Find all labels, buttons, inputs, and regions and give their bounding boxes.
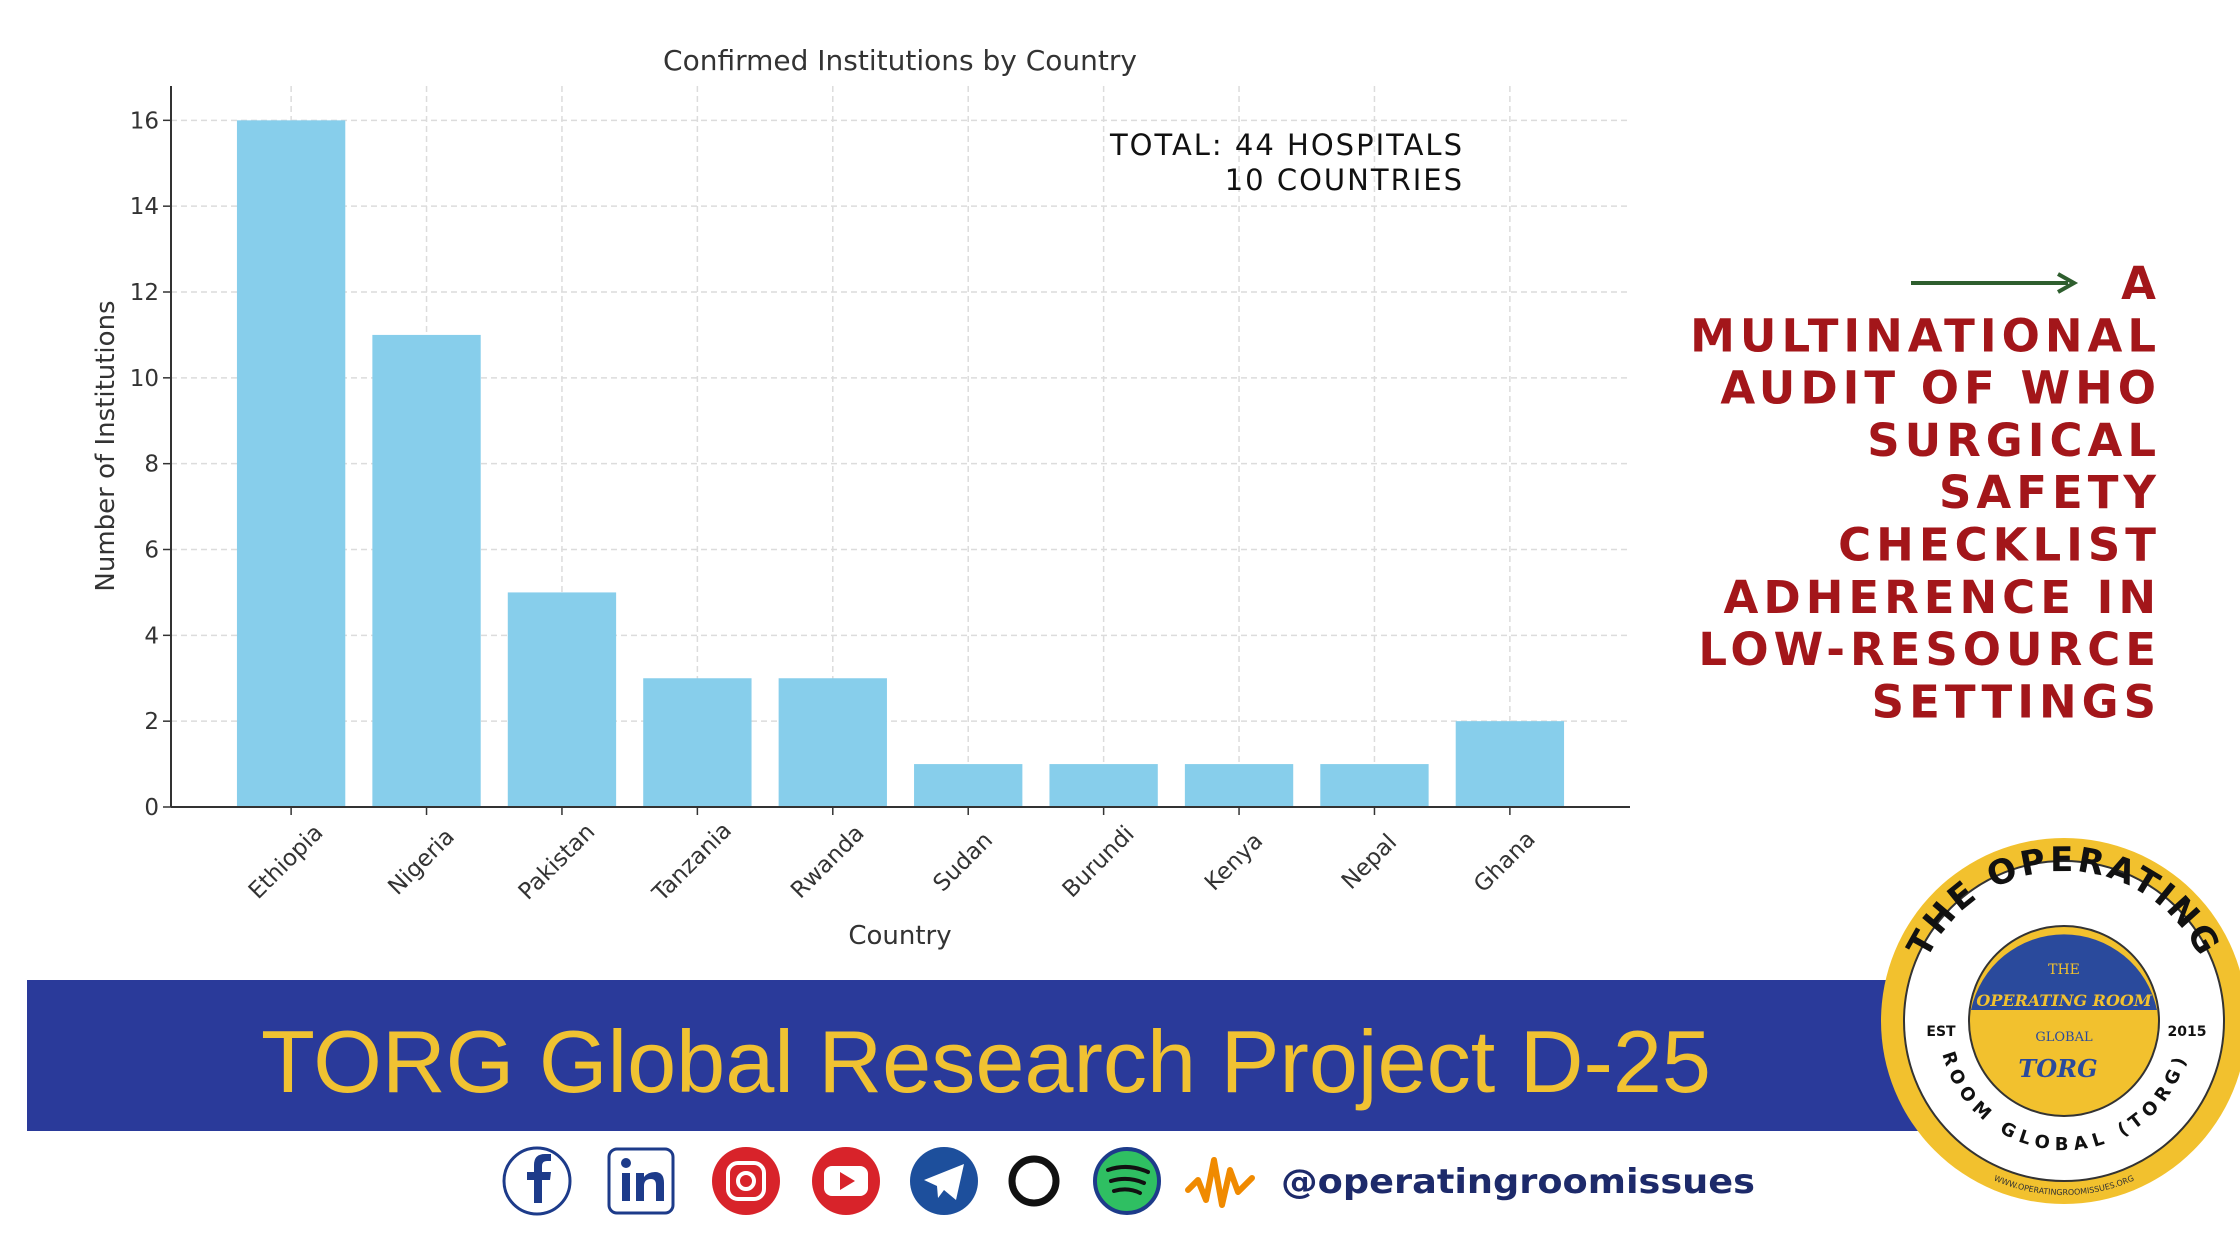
logo-est: EST bbox=[1926, 1024, 1956, 1040]
y-tick-label: 6 bbox=[144, 538, 159, 564]
y-tick-label: 16 bbox=[130, 108, 159, 134]
headline-line: SURGICAL bbox=[1867, 414, 2161, 467]
linkedin-dot bbox=[621, 1158, 631, 1168]
y-tick-label: 14 bbox=[130, 194, 159, 220]
social-handle: @operatingroomissues bbox=[1281, 1162, 1755, 1202]
headline-line: A bbox=[2121, 257, 2161, 310]
logo-inner-top bbox=[1971, 934, 2157, 1010]
bar bbox=[507, 592, 617, 807]
x-axis-label: Country bbox=[848, 921, 951, 951]
logo: THE OPERATING ROOM GLOBAL (TORG) WWW.OPE… bbox=[1881, 838, 2240, 1204]
facebook-glyph bbox=[527, 1154, 551, 1203]
spotify-waves bbox=[1106, 1165, 1150, 1195]
y-tick-label: 10 bbox=[130, 366, 159, 392]
bar bbox=[1184, 764, 1294, 807]
chart-title: Confirmed Institutions by Country bbox=[663, 44, 1137, 77]
headline-line: SETTINGS bbox=[1872, 675, 2161, 728]
arrow-head bbox=[2057, 272, 2079, 294]
linkedin-n bbox=[636, 1172, 664, 1201]
annotation: 10 COUNTRIES bbox=[1225, 163, 1464, 197]
audiomack-icon bbox=[1185, 1157, 1255, 1208]
logo-inner-global: GLOBAL bbox=[2035, 1030, 2093, 1045]
y-axis-label: Number of Institutions bbox=[91, 300, 121, 591]
bar bbox=[1049, 764, 1158, 807]
headline-line: ADHERENCE IN bbox=[1724, 571, 2161, 624]
bar bbox=[643, 678, 752, 807]
headline-line: SAFETY bbox=[1939, 466, 2161, 519]
banner-text: TORG Global Research Project D-25 bbox=[261, 1012, 1711, 1111]
bar bbox=[914, 764, 1023, 807]
youtube-play bbox=[840, 1172, 855, 1190]
bar bbox=[236, 120, 346, 808]
spotify-icon bbox=[1093, 1147, 1161, 1215]
annotation: TOTAL: 44 HOSPITALS bbox=[1109, 128, 1464, 162]
bar bbox=[778, 678, 887, 807]
headline-line: CHECKLIST bbox=[1838, 519, 2161, 572]
logo-inner-torg: TORG bbox=[2018, 1054, 2097, 1083]
headline-line: AUDIT OF WHO bbox=[1720, 362, 2161, 415]
linkedin-bar bbox=[622, 1173, 630, 1201]
y-tick-label: 4 bbox=[144, 623, 159, 649]
instagram-frame bbox=[726, 1161, 766, 1201]
headline-line: LOW-RESOURCE bbox=[1698, 623, 2161, 676]
y-tick-label: 12 bbox=[130, 280, 159, 306]
social-icons bbox=[502, 1146, 1255, 1216]
y-tick-label: 8 bbox=[144, 452, 159, 478]
instagram-icon bbox=[712, 1147, 780, 1215]
headline-line: MULTINATIONAL bbox=[1690, 309, 2161, 362]
y-tick-label: 2 bbox=[144, 709, 159, 735]
instagram-lens bbox=[736, 1171, 756, 1191]
threads-icon bbox=[1008, 1155, 1060, 1207]
bar bbox=[372, 334, 481, 807]
logo-inner-name: OPERATING ROOM bbox=[1976, 991, 2152, 1010]
telegram-plane bbox=[924, 1164, 964, 1200]
logo-year: 2015 bbox=[2168, 1024, 2207, 1040]
bar bbox=[1320, 764, 1429, 807]
logo-inner-the: THE bbox=[2048, 962, 2080, 978]
banner bbox=[27, 980, 1927, 1131]
bar bbox=[1455, 721, 1565, 807]
y-tick-label: 0 bbox=[144, 795, 159, 821]
